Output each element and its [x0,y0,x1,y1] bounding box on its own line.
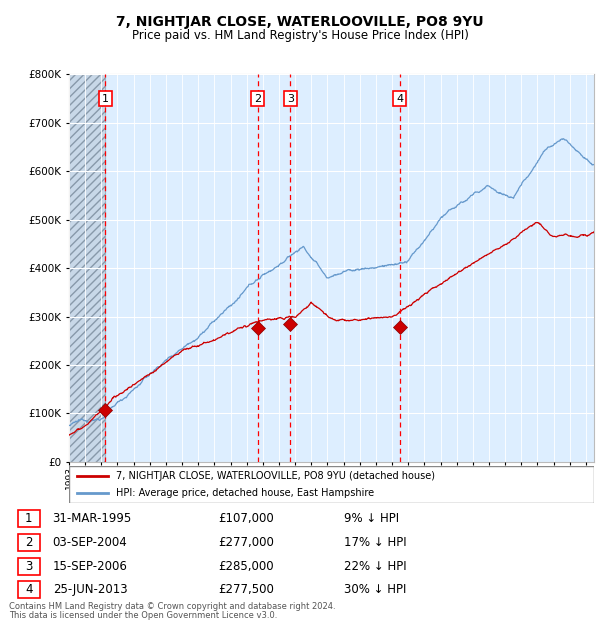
Text: 3: 3 [25,560,32,572]
Text: £277,000: £277,000 [218,536,274,549]
Text: 9% ↓ HPI: 9% ↓ HPI [344,513,399,525]
FancyBboxPatch shape [18,581,40,598]
Text: 2: 2 [25,536,32,549]
Text: 2: 2 [254,94,261,104]
Text: 25-JUN-2013: 25-JUN-2013 [53,583,127,596]
Bar [69,74,106,462]
Text: 30% ↓ HPI: 30% ↓ HPI [344,583,406,596]
Text: 7, NIGHTJAR CLOSE, WATERLOOVILLE, PO8 9YU: 7, NIGHTJAR CLOSE, WATERLOOVILLE, PO8 9Y… [116,15,484,29]
Text: 31-MAR-1995: 31-MAR-1995 [53,513,132,525]
Text: 7, NIGHTJAR CLOSE, WATERLOOVILLE, PO8 9YU (detached house): 7, NIGHTJAR CLOSE, WATERLOOVILLE, PO8 9Y… [116,471,435,480]
Text: 03-SEP-2004: 03-SEP-2004 [53,536,127,549]
Text: 15-SEP-2006: 15-SEP-2006 [53,560,128,572]
Text: £107,000: £107,000 [218,513,274,525]
Text: £277,500: £277,500 [218,583,274,596]
Text: HPI: Average price, detached house, East Hampshire: HPI: Average price, detached house, East… [116,488,374,498]
Bar [69,74,106,462]
Text: 1: 1 [25,513,32,525]
Text: Price paid vs. HM Land Registry's House Price Index (HPI): Price paid vs. HM Land Registry's House … [131,30,469,42]
FancyBboxPatch shape [18,534,40,551]
Text: 1: 1 [102,94,109,104]
Text: Contains HM Land Registry data © Crown copyright and database right 2024.: Contains HM Land Registry data © Crown c… [9,602,335,611]
FancyBboxPatch shape [18,557,40,575]
Text: 4: 4 [396,94,403,104]
Text: £285,000: £285,000 [218,560,274,572]
Text: 22% ↓ HPI: 22% ↓ HPI [344,560,406,572]
Text: 4: 4 [25,583,32,596]
Text: 17% ↓ HPI: 17% ↓ HPI [344,536,406,549]
Text: 3: 3 [287,94,294,104]
Text: This data is licensed under the Open Government Licence v3.0.: This data is licensed under the Open Gov… [9,611,277,619]
FancyBboxPatch shape [18,510,40,528]
